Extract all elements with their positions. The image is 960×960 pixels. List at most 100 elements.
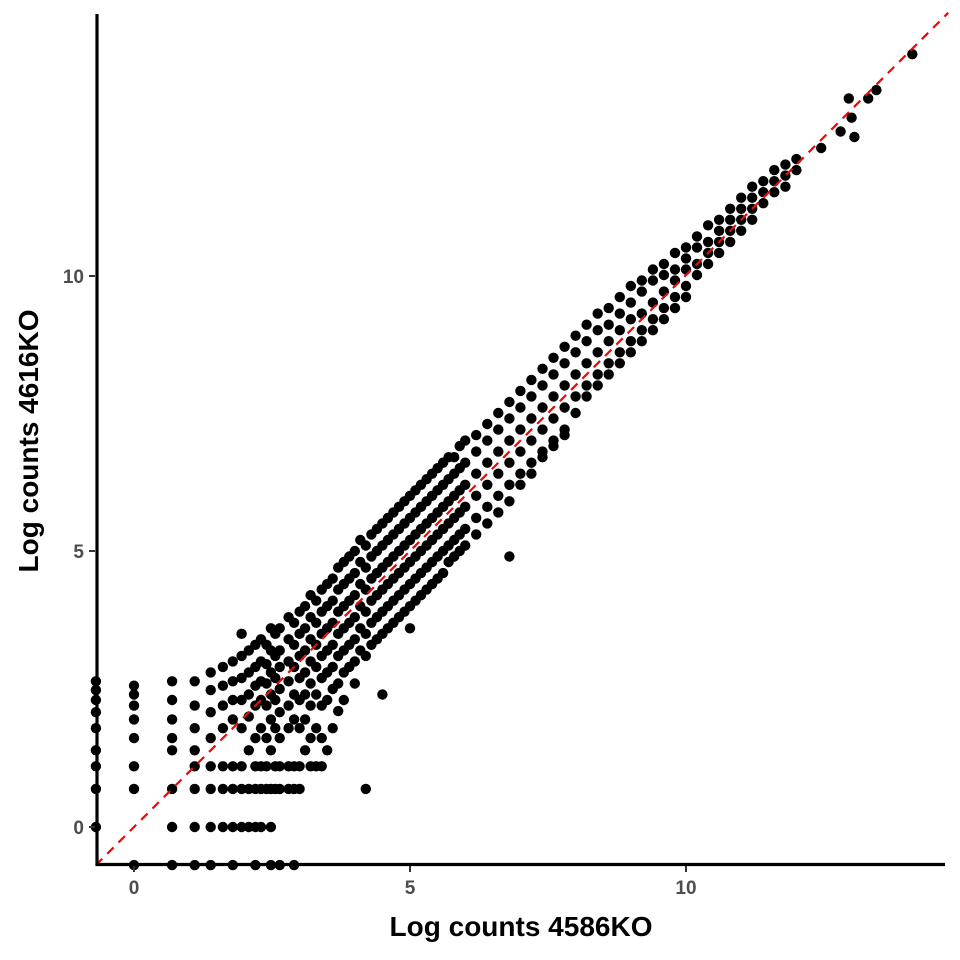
scatter-point [669,291,681,303]
scatter-point [261,678,272,689]
scatter-point [327,661,338,673]
scatter-point [305,678,316,689]
scatter-point [217,783,229,795]
scatter-point [189,821,200,833]
scatter-point [205,684,216,696]
scatter-point [603,358,614,369]
scatter-point [274,661,285,673]
scatter-point [863,93,874,104]
scatter-point [680,291,692,303]
scatter-point [299,689,311,700]
scatter-point [255,821,267,833]
scatter-point [493,507,504,518]
scatter-point [515,479,526,490]
scatter-point [360,783,371,795]
scatter-point [769,164,780,176]
scatter-point [548,352,559,363]
scatter-point [736,225,747,236]
scatter-point [614,347,625,358]
scatter-point [702,220,714,231]
scatter-point [261,700,272,711]
scatter-point [449,452,460,463]
scatter-point [614,308,625,319]
scatter-point [614,325,625,336]
scatter-point [647,325,659,336]
scatter-point [725,236,736,248]
scatter-point [504,551,515,562]
scatter-point [217,821,229,833]
scatter-point [581,336,592,347]
scatter-point [603,336,614,347]
scatter-point [526,457,537,468]
scatter-point [128,714,140,725]
scatter-point [227,714,238,725]
scatter-point [625,297,636,308]
scatter-point [570,369,581,380]
scatter-point [460,501,471,512]
scatter-point [725,203,736,214]
scatter-point [166,676,178,687]
scatter-point [680,280,692,292]
scatter-point [581,380,592,391]
scatter-point [460,540,471,551]
scatter-point [227,656,238,667]
scatter-point [515,424,526,435]
y-tick-label: 5 [73,542,84,563]
scatter-point [299,645,311,656]
scatter-point [614,291,625,303]
scatter-point [274,623,285,634]
scatter-point [691,269,703,281]
x-tick-label: 0 [129,878,140,899]
scatter-point [482,457,493,468]
scatter-point [471,490,482,501]
scatter-point [294,761,305,772]
scatter-point [780,181,791,192]
scatter-point [311,595,322,606]
scatter-point [493,490,504,501]
scatter-point [647,264,659,275]
scatter-point [166,694,178,706]
scatter-point [592,308,603,319]
scatter-point [255,723,267,734]
scatter-point [725,214,736,225]
scatter-point [548,369,559,380]
scatter-point [559,380,570,391]
scatter-point [680,264,692,275]
scatter-point [669,275,681,286]
scatter-point [482,501,493,512]
scatter-point [205,761,216,772]
scatter-point [265,821,277,833]
scatter-point [559,402,570,413]
scatter-point [299,601,311,612]
scatter-point [482,479,493,490]
scatter-point [636,275,647,286]
scatter-point [236,694,247,706]
scatter-point [849,131,860,143]
scatter-point [322,694,333,706]
scatter-point [205,783,216,795]
scatter-point [250,732,261,744]
scatter-point [243,745,254,756]
scatter-point [327,595,338,606]
scatter-point [460,479,471,490]
scatter-point [189,745,200,756]
scatter-point [349,612,360,623]
scatter-point [482,418,493,430]
scatter-point [360,584,371,595]
scatter-point [236,723,247,734]
scatter-point [537,452,548,463]
scatter-point [227,821,238,833]
scatter-point [548,391,559,402]
scatter-point [548,440,559,452]
scatter-point [713,247,725,259]
scatter-point [349,545,360,557]
scatter-point [592,347,603,358]
scatter-point [871,84,882,96]
scatter-point [780,159,791,170]
scatter-point [471,429,482,441]
scatter-point [274,761,285,772]
scatter-point [548,413,559,424]
scatter-point [189,676,200,687]
scatter-point [493,468,504,479]
